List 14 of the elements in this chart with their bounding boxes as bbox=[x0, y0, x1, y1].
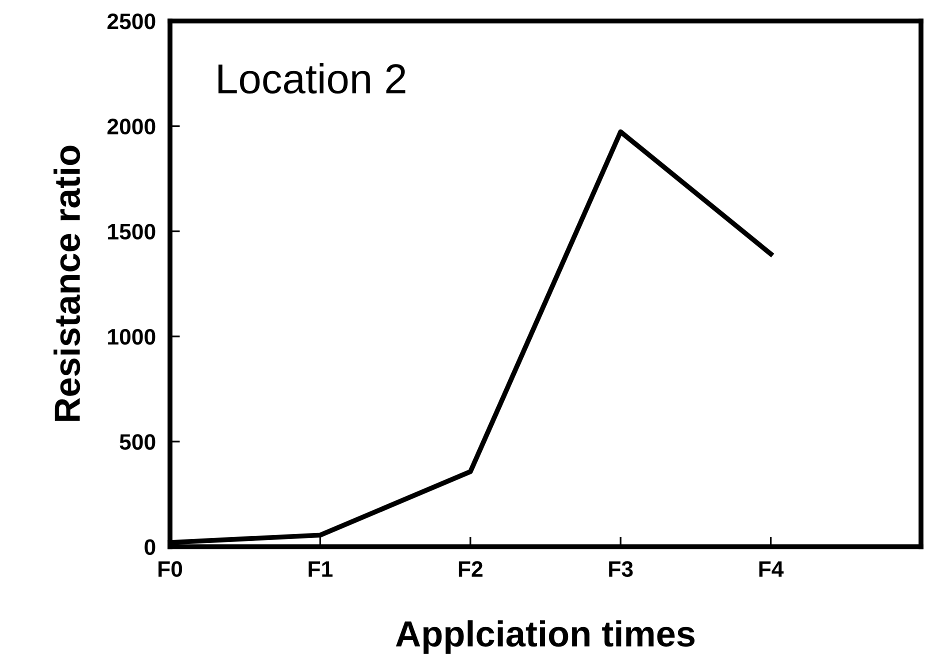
y-tick-label: 1500 bbox=[108, 224, 156, 240]
y-tick-label: 500 bbox=[120, 434, 156, 450]
annotation: Location 2 bbox=[218, 63, 406, 94]
y-tick-label: 2000 bbox=[107, 118, 156, 134]
y-tick-label: 2500 bbox=[107, 14, 156, 30]
y-tick-label: 1000 bbox=[108, 328, 156, 345]
y-tick-label: 0 bbox=[144, 539, 156, 555]
x-tick-label: F0 bbox=[158, 561, 182, 577]
x-tick-label: F4 bbox=[759, 561, 784, 577]
x-axis-title: Applciation times bbox=[396, 620, 695, 654]
y-axis-title: Resistance ratio bbox=[54, 146, 80, 421]
x-tick-label: F3 bbox=[609, 561, 633, 577]
x-tick-label: F2 bbox=[458, 561, 482, 577]
x-tick-label: F1 bbox=[308, 561, 333, 577]
